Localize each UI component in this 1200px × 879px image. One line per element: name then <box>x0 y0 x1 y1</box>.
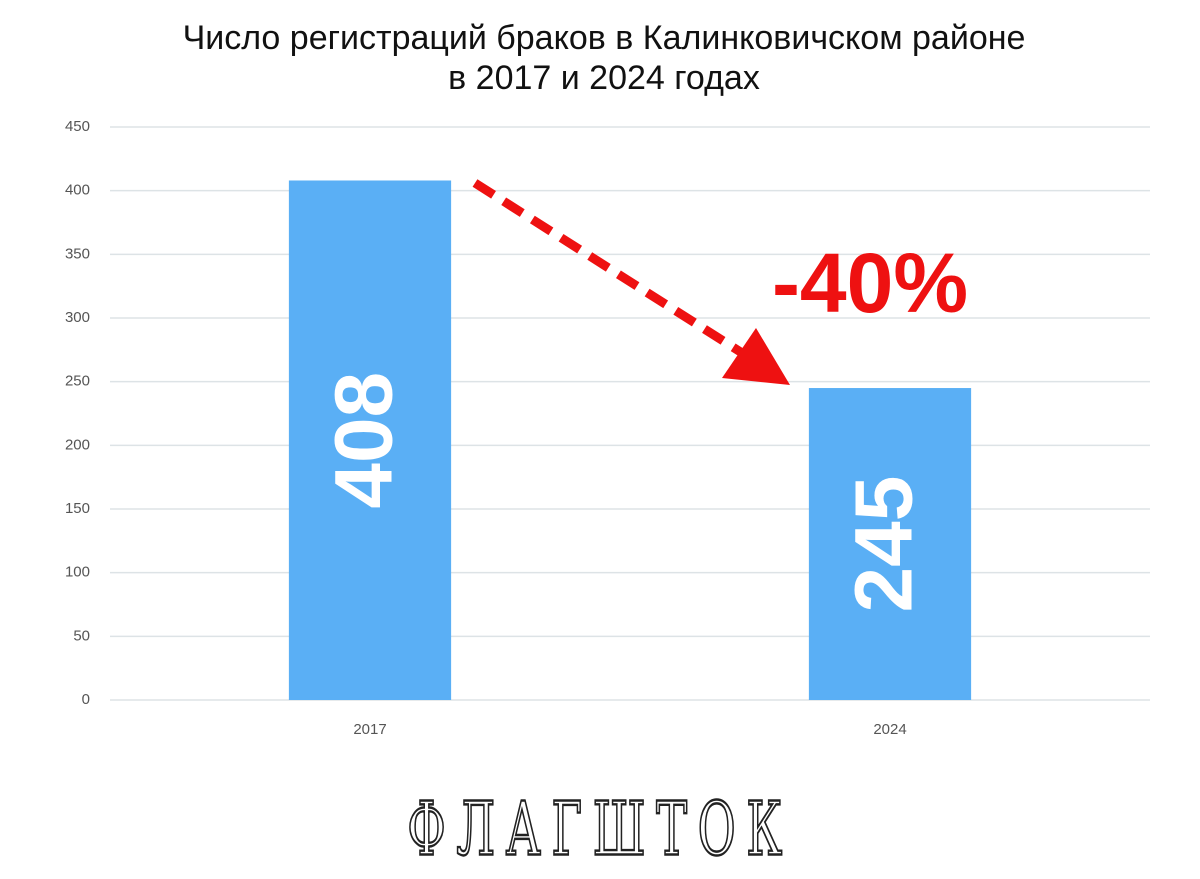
x-tick-label: 2024 <box>873 721 906 738</box>
y-tick-label: 0 <box>82 691 90 708</box>
value-label: 408 <box>319 372 410 509</box>
bar <box>808 388 972 700</box>
y-tick-label: 100 <box>65 564 90 581</box>
trend-arrow <box>472 179 790 385</box>
y-tick-label: 350 <box>65 245 90 262</box>
y-tick-label: 400 <box>65 182 90 199</box>
y-tick-label: 150 <box>65 500 90 517</box>
chart-title: в 2017 и 2024 годах <box>448 59 760 97</box>
bar <box>288 180 452 701</box>
y-tick-label: 50 <box>73 627 90 644</box>
y-tick-label: 250 <box>65 373 90 390</box>
x-tick-label: 2017 <box>353 721 386 738</box>
value-label: 245 <box>839 476 930 613</box>
chart-title: Число регистраций браков в Калинковичско… <box>183 19 1026 57</box>
change-annotation: -40% <box>772 236 968 330</box>
y-tick-label: 450 <box>65 118 90 135</box>
logo: ФЛАГШТОК <box>407 785 792 873</box>
y-tick-label: 300 <box>65 309 90 326</box>
y-tick-label: 200 <box>65 436 90 453</box>
